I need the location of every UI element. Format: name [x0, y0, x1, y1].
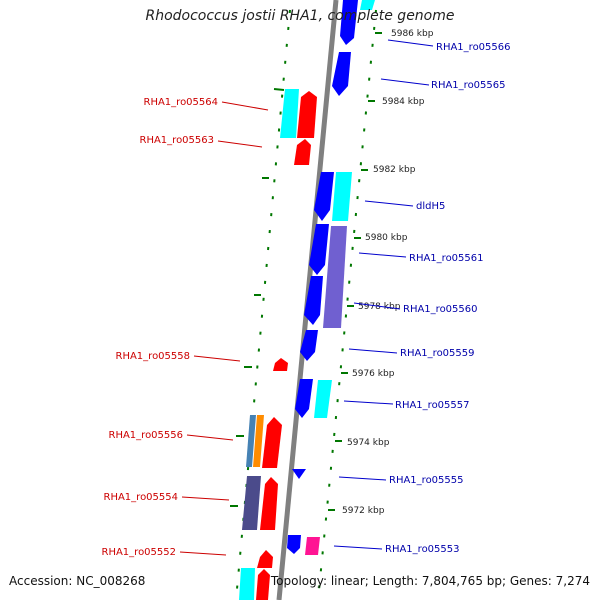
- gene-ro05558[interactable]: [273, 358, 288, 371]
- gene-label-right[interactable]: RHA1_ro05561: [409, 253, 484, 264]
- gene-ro05554[interactable]: [260, 477, 278, 530]
- scale-label: 5986 kbp: [391, 29, 434, 39]
- gene-ro05554a[interactable]: [242, 476, 261, 530]
- map-title: Rhodococcus jostii RHA1, complete genome: [145, 8, 455, 24]
- gene-label-left[interactable]: RHA1_ro05563: [140, 135, 215, 146]
- gene-dldh5[interactable]: [314, 172, 334, 221]
- gene-ro05553b[interactable]: [305, 537, 320, 555]
- gene-ro05553[interactable]: [287, 535, 301, 554]
- gene-ro05555[interactable]: [292, 469, 306, 479]
- gene-ro05551-cyan[interactable]: [239, 568, 255, 600]
- scale-label: 5984 kbp: [382, 97, 425, 107]
- scale-label: 5976 kbp: [352, 369, 395, 379]
- gene-ro05556b[interactable]: [253, 415, 264, 467]
- gene-label-right[interactable]: RHA1_ro05559: [400, 348, 475, 359]
- gene-label-left[interactable]: RHA1_ro05556: [109, 430, 184, 441]
- gene-label-left[interactable]: RHA1_ro05564: [144, 97, 219, 108]
- genome-summary: Topology: linear; Length: 7,804,765 bp; …: [270, 574, 590, 588]
- gene-label-right[interactable]: RHA1_ro05553: [385, 544, 460, 555]
- scale-label: 5982 kbp: [373, 165, 416, 175]
- major-ticks: [230, 32, 382, 511]
- forward-strand-genes: [239, 89, 317, 600]
- gene-label-right[interactable]: RHA1_ro05566: [436, 42, 511, 53]
- gene-label-left[interactable]: RHA1_ro05558: [116, 351, 191, 362]
- gene-ro05564[interactable]: [297, 91, 317, 138]
- gene-ro05565[interactable]: [332, 52, 351, 96]
- gene-label-left[interactable]: RHA1_ro05554: [104, 492, 179, 503]
- scale-label: 5972 kbp: [342, 506, 385, 516]
- gene-ro05561[interactable]: [323, 226, 347, 328]
- gene-label-left[interactable]: RHA1_ro05552: [102, 547, 177, 558]
- gene-label-right[interactable]: RHA1_ro05560: [403, 304, 478, 315]
- accession-label: Accession: NC_008268: [9, 574, 146, 588]
- gene-ro05562[interactable]: [309, 224, 329, 275]
- gene-ro05563[interactable]: [294, 139, 311, 165]
- gene-label-right[interactable]: RHA1_ro05565: [431, 80, 506, 91]
- right-tick-rail: [317, 9, 377, 600]
- gene-ro05552[interactable]: [257, 550, 273, 568]
- gene-label-right[interactable]: RHA1_ro05555: [389, 475, 464, 486]
- scale-label: 5978 kbp: [358, 302, 401, 312]
- left-label-connectors: [179, 101, 269, 556]
- gene-ro05556a[interactable]: [246, 415, 256, 467]
- gene-ro05557[interactable]: [314, 380, 332, 418]
- gene-ro05556[interactable]: [262, 417, 282, 468]
- scale-label: 5980 kbp: [365, 233, 408, 243]
- gene-label-right[interactable]: RHA1_ro05557: [395, 400, 470, 411]
- gene-ro05551[interactable]: [256, 569, 270, 600]
- gene-dldh5-cyan[interactable]: [332, 172, 352, 221]
- gene-ro05560[interactable]: [304, 276, 323, 325]
- reverse-strand-genes: [287, 0, 375, 555]
- scale-label: 5974 kbp: [347, 438, 390, 448]
- gene-ro05564-cyan[interactable]: [280, 89, 299, 138]
- gene-label-right[interactable]: dldH5: [416, 201, 445, 212]
- gene-ro05567[interactable]: [360, 0, 375, 10]
- gene-ro05559[interactable]: [300, 330, 318, 361]
- right-label-connectors: [333, 39, 434, 550]
- gene-ro05558b[interactable]: [295, 379, 313, 418]
- gene-ro05566[interactable]: [340, 0, 358, 45]
